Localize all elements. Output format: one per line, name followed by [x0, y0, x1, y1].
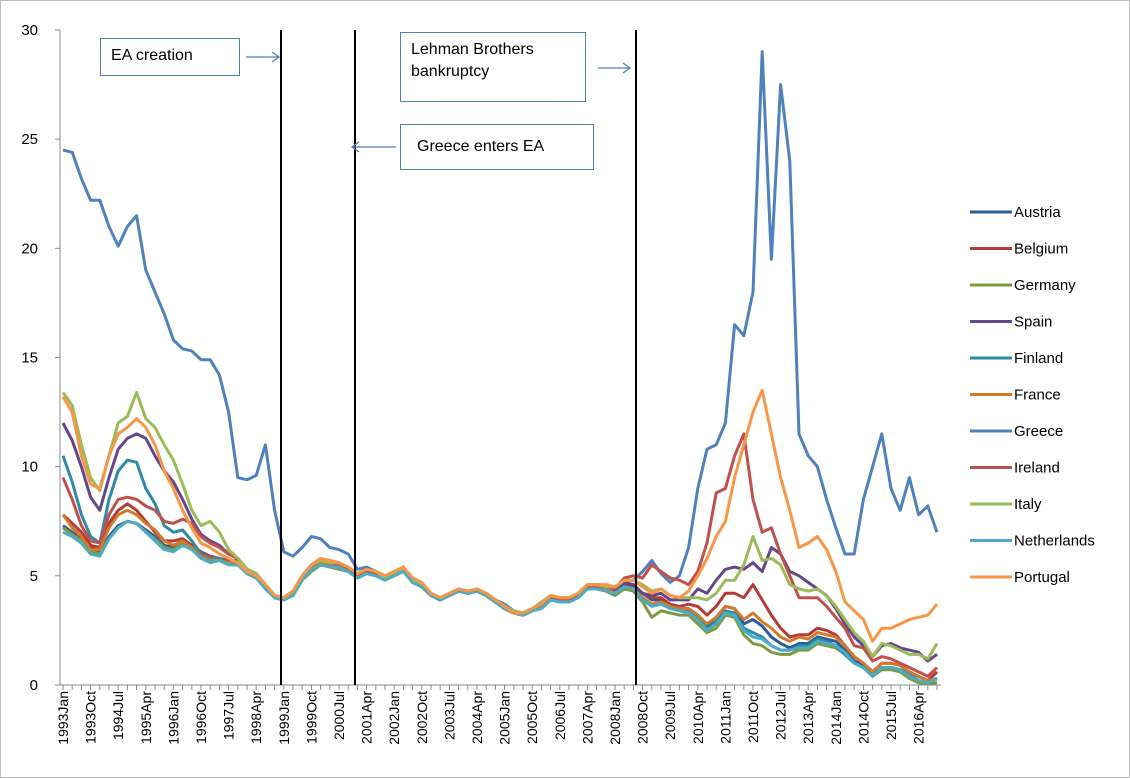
arrow	[350, 141, 396, 153]
x-tick-label: 1993Jan	[55, 691, 71, 745]
legend-label: Netherlands	[1014, 533, 1095, 550]
y-tick-label: 30	[21, 22, 38, 39]
legend-label: Portugal	[1014, 569, 1070, 586]
y-tick-label: 15	[21, 350, 38, 367]
x-tick-label: 2002Jan	[386, 691, 402, 745]
x-tick-label: 2002Oct	[414, 691, 430, 744]
x-tick-label: 2009Jul	[662, 691, 678, 740]
plot-area: 0 5 10 15 20 25 30 1993Jan 1993Oct 1994Jul 1995Apr…	[21, 22, 941, 745]
legend-label: Ireland	[1014, 460, 1060, 477]
legend-label: France	[1014, 387, 1061, 404]
legend-label: Germany	[1014, 277, 1076, 294]
arrow	[246, 51, 281, 63]
legend-label: Finland	[1014, 350, 1063, 367]
x-tick-label: 2008Oct	[635, 691, 651, 744]
legend-label: Austria	[1014, 204, 1061, 221]
x-tick-label: 1998Apr	[248, 691, 264, 744]
x-tick-label: 2016Apr	[911, 691, 927, 744]
x-tick-label: 2000Jul	[331, 691, 347, 740]
x-tick-label: 1996Jan	[165, 691, 181, 745]
legend-label: Spain	[1014, 314, 1052, 331]
x-tick-label: 2005Oct	[524, 691, 540, 744]
x-tick-label: 2013Apr	[800, 691, 816, 744]
x-tick-label: 2012Jul	[773, 691, 789, 740]
x-tick-label: 2015Jul	[883, 691, 899, 740]
arrows	[246, 51, 632, 153]
x-tick-label: 2001Apr	[359, 691, 375, 744]
x-tick-label: 2003Jul	[441, 691, 457, 740]
y-tick-label: 25	[21, 131, 38, 148]
x-tick-label: 1994Jul	[110, 691, 126, 740]
x-tick-label: 2011Jan	[717, 691, 733, 744]
y-tick-label: 20	[21, 240, 38, 257]
x-tick-label: 1997Jul	[221, 691, 237, 740]
x-tick-label: 2011Oct	[745, 691, 761, 743]
y-tick-label: 10	[21, 459, 38, 476]
x-tick-label: 2008Jan	[607, 691, 623, 745]
x-tick-label: 1999Jan	[276, 691, 292, 745]
annotation: Lehman Brothers bankruptcy	[400, 32, 586, 102]
x-tick-label: 2010Apr	[690, 691, 706, 744]
x-tick-label: 1993Oct	[83, 691, 99, 744]
x-tick-label: 1995Apr	[138, 691, 154, 744]
x-tick-label: 2004Apr	[469, 691, 485, 744]
annotation: Greece enters EA	[400, 124, 594, 170]
annotation: EA creation	[100, 38, 240, 76]
legend-label: Belgium	[1014, 241, 1068, 258]
x-tick-label: 2014Jan	[828, 691, 844, 745]
y-tick-label: 0	[30, 677, 38, 694]
y-tick-label: 5	[30, 568, 38, 585]
series-line	[62, 519, 938, 685]
legend-label: Italy	[1014, 496, 1042, 513]
x-tick-label: 2005Jan	[497, 691, 513, 745]
x-tick-label: 1996Oct	[193, 691, 209, 744]
x-tick-label: 2014Oct	[855, 691, 871, 744]
x-tick-label: 2006Jul	[552, 691, 568, 740]
arrow	[598, 62, 632, 74]
x-tick-label: 2007Apr	[579, 691, 595, 744]
x-tick-label: 1999Oct	[303, 691, 319, 744]
series-line	[61, 388, 939, 643]
legend-label: Greece	[1014, 423, 1063, 440]
